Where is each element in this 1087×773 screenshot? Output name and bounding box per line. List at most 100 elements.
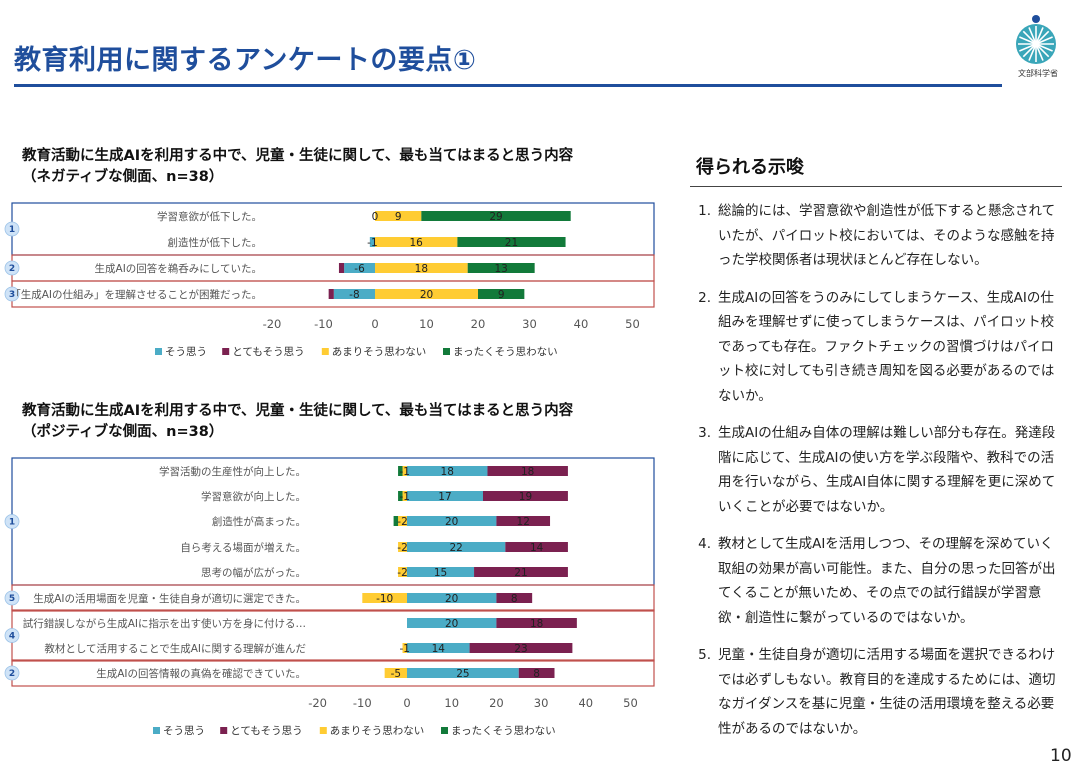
bar-segment — [474, 567, 568, 577]
title-rule — [14, 84, 1002, 87]
bar-segment — [369, 237, 375, 247]
data-label: 14 — [432, 643, 446, 655]
category-label: 思考の幅が広がった。 — [201, 566, 306, 579]
bar-segment — [457, 237, 566, 247]
x-tick-label: -10 — [314, 317, 333, 331]
implication-number: 1. — [698, 203, 711, 219]
bar-segment — [362, 593, 407, 603]
group-badge-number: 3 — [9, 290, 15, 300]
group-badge — [4, 665, 20, 681]
implication-item: 1. 総論的には、学習意欲や創造性が低下すると懸念されていたが、パイロット校におい… — [690, 199, 1062, 273]
data-label: 0 — [372, 211, 379, 223]
x-tick-label: -20 — [263, 317, 282, 331]
group-badge-number: 1 — [9, 225, 15, 235]
data-label: 14 — [530, 542, 544, 554]
data-label: 19 — [519, 491, 532, 503]
legend-label: とてもそう思う — [232, 346, 304, 358]
data-label: 21 — [514, 567, 527, 579]
x-tick-label: 40 — [574, 317, 589, 331]
legend-label: あまりそう思わない — [330, 725, 425, 737]
chart1-title-line: 教育活動に生成AIを利用する中で、児童・生徒に関して、最も当てはまると思う内容 — [22, 148, 574, 164]
bar-segment — [505, 542, 568, 552]
data-label: 22 — [449, 542, 462, 554]
chart2-title: 教育活動に生成AIを利用する中で、児童・生徒に関して、最も当てはまると思う内容 … — [22, 401, 573, 443]
chart1-title: 教育活動に生成AIを利用する中で、児童・生徒に関して、最も当てはまると思う内容 … — [22, 146, 573, 188]
group-badge — [4, 221, 20, 237]
x-tick-label: 50 — [623, 696, 638, 710]
bar-segment — [328, 289, 334, 299]
chart2-title-line: 教育活動に生成AIを利用する中で、児童・生徒に関して、最も当てはまると思う内容 — [22, 403, 574, 419]
data-label: 8 — [511, 593, 518, 605]
legend-swatch — [153, 727, 160, 734]
data-label: -2 — [397, 542, 407, 554]
x-tick-label: 0 — [371, 317, 378, 331]
group-badge-number: 1 — [9, 518, 15, 528]
bar-segment — [402, 643, 407, 653]
x-tick-label: 40 — [578, 696, 593, 710]
bar-segment — [407, 643, 470, 653]
legend-label: そう思う — [165, 346, 207, 358]
category-label: 生成AIの活用場面を児童・生徒自身が適切に選定できた。 — [33, 592, 306, 605]
category-label: 生成AIの回答を鵜呑みにしていた。 — [95, 262, 262, 275]
implication-number: 4. — [698, 536, 711, 552]
legend-swatch — [155, 348, 162, 355]
data-label: -1 — [400, 643, 410, 655]
x-tick-label: 10 — [444, 696, 459, 710]
bar-segment — [407, 567, 475, 577]
data-label: 29 — [489, 211, 502, 223]
data-label: 25 — [456, 668, 469, 680]
data-label: -8 — [349, 289, 359, 301]
implication-number: 2. — [698, 289, 711, 306]
bar-segment — [375, 237, 458, 247]
legend-label: まったくそう思わない — [451, 725, 556, 737]
x-tick-label: 30 — [534, 696, 549, 710]
x-tick-label: 0 — [403, 696, 410, 710]
bar-segment — [496, 593, 533, 603]
legend-label: あまりそう思わない — [332, 346, 427, 358]
bar-segment — [518, 668, 555, 678]
bar-segment — [338, 263, 345, 273]
category-label: 学習意欲が低下した。 — [157, 210, 262, 223]
bar-segment — [402, 491, 407, 501]
data-label: 8 — [533, 668, 540, 680]
data-label: -5 — [391, 668, 401, 680]
category-label: 創造性が低下した。 — [168, 236, 263, 249]
group-badge-number: 4 — [9, 632, 15, 642]
data-label: -1 — [400, 491, 410, 503]
bar-segment — [384, 668, 407, 678]
data-label: -10 — [376, 593, 393, 605]
data-label: 18 — [521, 466, 534, 478]
group-badge — [4, 514, 20, 529]
bar-segment — [375, 263, 468, 273]
data-label: -2 — [397, 567, 407, 579]
data-label: 9 — [395, 211, 402, 223]
chart2-subtitle: （ポジティブな側面、n=38） — [22, 424, 224, 440]
implication-item: 5. 児童・生徒自身が適切に活用する場面を選択できるわけでは必ずしもない。教育目的… — [690, 643, 1062, 741]
x-tick-label: 10 — [419, 317, 434, 331]
bar-segment — [496, 516, 551, 526]
category-label: 教材として活用することで生成AIに関する理解が進んだ — [44, 642, 306, 655]
bar-segment — [398, 491, 403, 501]
bar-segment — [375, 289, 478, 299]
bar-segment — [407, 491, 483, 501]
category-label: 学習活動の生産性が向上した。 — [159, 465, 306, 478]
data-label: 20 — [445, 593, 458, 605]
bar-segment — [398, 567, 407, 577]
implication-item: 4. 教材として生成AIを活用しつつ、その理解を深めていく取組の効果が高い可能性。… — [690, 532, 1062, 630]
page-title: 教育利用に関するアンケートの要点① — [14, 45, 477, 76]
negative-chart: 1 2 3 学習意欲が低下した。 0 9 29 創造性が低下した。 -1 16 21 生成AIの回答を… — [4, 202, 655, 358]
implications-rule — [690, 186, 1062, 187]
implication-text: 児童・生徒自身が適切に活用する場面を選択できるわけでは必ずしもない。教育目的を達… — [718, 647, 1056, 737]
legend-swatch — [321, 348, 329, 355]
data-label: 18 — [441, 466, 454, 478]
page-number: 10 — [1050, 746, 1072, 766]
data-label: -1 — [367, 237, 377, 249]
ministry-logo-icon — [1016, 15, 1056, 64]
bar-segment — [421, 211, 571, 221]
bar-segment — [487, 466, 568, 476]
x-tick-label: -10 — [353, 696, 372, 710]
bar-segment — [482, 491, 568, 501]
chart1-subtitle: （ネガティブな側面、n=38） — [22, 169, 224, 185]
bar-segment — [398, 466, 403, 476]
